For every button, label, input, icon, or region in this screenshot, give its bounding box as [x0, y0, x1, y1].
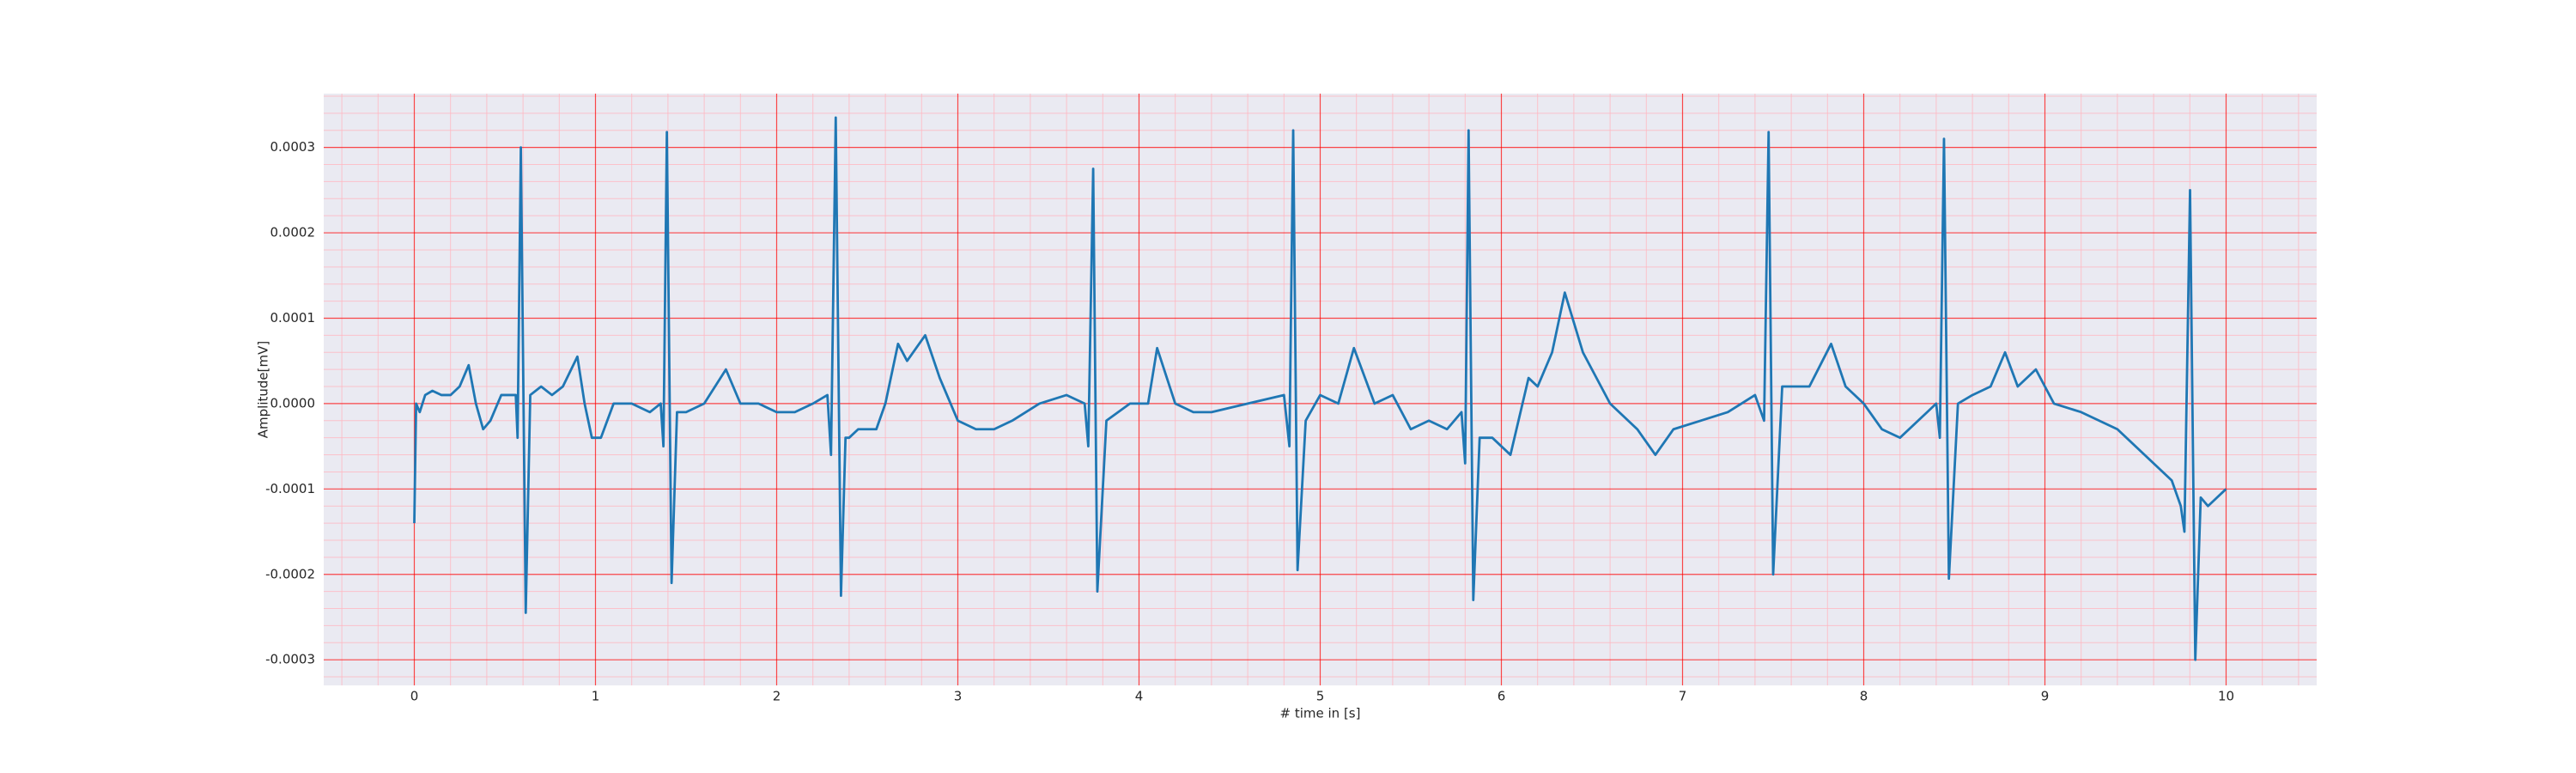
x-tick-label: 1	[592, 689, 600, 704]
x-tick-label: 6	[1498, 689, 1506, 704]
x-tick-label: 0	[410, 689, 419, 704]
x-tick-label: 9	[2041, 689, 2050, 704]
x-tick-label: 4	[1135, 689, 1144, 704]
y-tick-label: 0.0001	[270, 310, 316, 326]
x-tick-label: 8	[1860, 689, 1868, 704]
x-tick-label: 3	[954, 689, 963, 704]
y-tick-label: 0.0000	[270, 395, 316, 411]
y-axis-label: Amplitude[mV]	[256, 341, 271, 438]
y-tick-label: -0.0003	[265, 652, 315, 667]
y-tick-label: -0.0002	[265, 566, 315, 581]
y-tick-label: -0.0001	[265, 481, 315, 496]
x-tick-label: 5	[1316, 689, 1325, 704]
x-tick-label: 10	[2218, 689, 2234, 704]
y-tick-label: 0.0002	[270, 225, 316, 240]
x-tick-label: 2	[773, 689, 781, 704]
x-tick-label: 7	[1679, 689, 1687, 704]
y-tick-label: 0.0003	[270, 139, 316, 155]
x-axis-label: # time in [s]	[1280, 706, 1361, 721]
ecg-line	[413, 116, 2227, 661]
